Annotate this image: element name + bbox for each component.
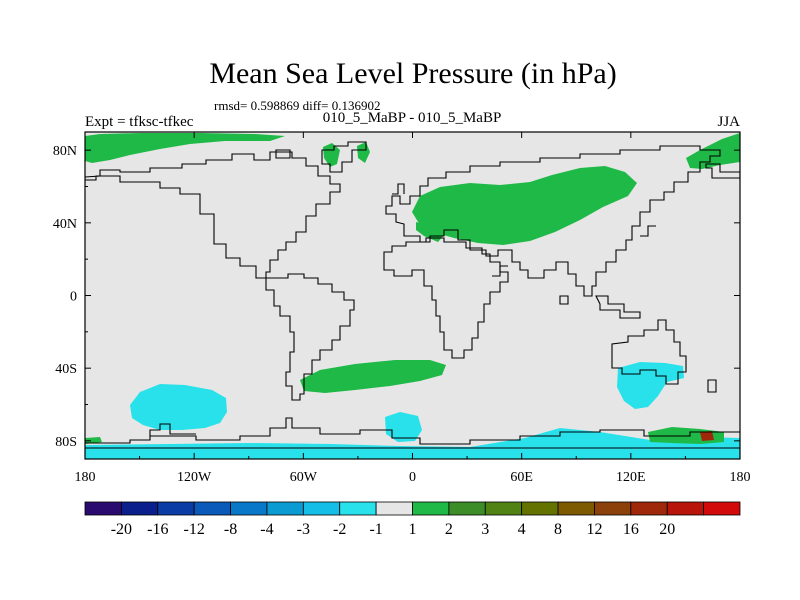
- x-axis: 180 120W 60W 0 60E 120E 180: [75, 132, 751, 485]
- colorbar-level-label: 12: [586, 521, 602, 538]
- colorbar-level-label: 2: [445, 521, 453, 538]
- x-tick-label: 120W: [177, 470, 212, 485]
- colorbar-swatch: [484, 501, 523, 516]
- region-antarctic-coast-negative: [85, 428, 740, 459]
- colorbar-swatch: [557, 501, 595, 516]
- region-arctic-atlantic-positive: [85, 133, 285, 163]
- colorbar-swatch: [375, 501, 413, 516]
- x-tick-label: 180: [730, 470, 751, 485]
- colorbar-level-label: -2: [333, 521, 346, 538]
- coastlines: [85, 141, 740, 449]
- colorbar-swatch: [230, 501, 268, 516]
- colorbar-level-label: 4: [518, 521, 526, 538]
- region-mediterranean-positive: [416, 222, 445, 242]
- colorbar-level-label: -12: [184, 521, 205, 538]
- colorbar-level-label: 1: [409, 521, 417, 538]
- y-tick-label: 0: [70, 290, 77, 305]
- colorbar-swatch: [703, 501, 741, 516]
- colorbar: -20 -16 -12 -8 -4 -3 -2 -1 1 2 3 4 8 12 16 20: [84, 501, 741, 538]
- colorbar-swatch: [666, 501, 705, 516]
- colorbar-level-label: -8: [224, 521, 237, 538]
- region-antarctic-positive-west: [85, 437, 102, 444]
- y-axis: 80N 40N 0 40S 80S: [53, 144, 740, 450]
- region-south-atlantic-positive: [300, 360, 446, 393]
- right-label: JJA: [717, 114, 740, 130]
- y-tick-label: 40S: [55, 362, 77, 377]
- region-north-pacific-positive: [686, 133, 740, 169]
- colorbar-level-label: 16: [623, 521, 639, 538]
- colorbar-swatch: [157, 501, 195, 516]
- left-label: Expt = tfksc-tfkec: [85, 114, 194, 130]
- map-area: [84, 131, 741, 460]
- region-arctic-small-positive: [357, 142, 370, 163]
- y-tick-label: 40N: [53, 217, 77, 232]
- colorbar-swatch: [521, 501, 559, 516]
- region-eurasia-positive: [412, 166, 637, 245]
- stats-text: rmsd= 0.598869 diff= 0.136902: [214, 98, 380, 113]
- colorbar-level-label: -3: [297, 521, 310, 538]
- colorbar-level-label: 20: [659, 521, 675, 538]
- x-tick-label: 60E: [510, 470, 533, 485]
- colorbar-level-label: -20: [111, 521, 132, 538]
- colorbar-level-label: 8: [554, 521, 562, 538]
- y-tick-label: 80N: [53, 144, 77, 159]
- colorbar-swatch: [412, 501, 450, 516]
- region-antarctic-red-spot: [700, 431, 714, 441]
- center-label: 010_5_MaBP - 010_5_MaBP: [323, 110, 502, 126]
- colorbar-swatch: [120, 501, 159, 516]
- region-antarctic-south-atlantic-negative: [385, 412, 422, 442]
- colorbar-level-label: 3: [481, 521, 489, 538]
- colorbar-swatch: [448, 501, 486, 516]
- colorbar-level-label: -1: [369, 521, 382, 538]
- y-tick-label: 80S: [55, 435, 77, 450]
- region-south-pacific-negative: [130, 384, 227, 430]
- colorbar-swatch: [594, 501, 632, 516]
- colorbar-swatch: [339, 501, 377, 516]
- colorbar-swatch: [266, 501, 304, 516]
- colorbar-swatch: [630, 501, 668, 516]
- x-tick-label: 120E: [616, 470, 646, 485]
- chart-title: Mean Sea Level Pressure (in hPa): [209, 57, 616, 90]
- region-greenland-positive: [323, 143, 340, 167]
- colorbar-swatch: [302, 501, 341, 516]
- colorbar-swatch: [84, 501, 122, 516]
- x-tick-label: 0: [409, 470, 416, 485]
- colorbar-level-label: -16: [147, 521, 168, 538]
- colorbar-level-label: -4: [260, 521, 273, 538]
- x-tick-label: 180: [75, 470, 96, 485]
- colorbar-swatch: [193, 501, 231, 516]
- x-tick-label: 60W: [290, 470, 318, 485]
